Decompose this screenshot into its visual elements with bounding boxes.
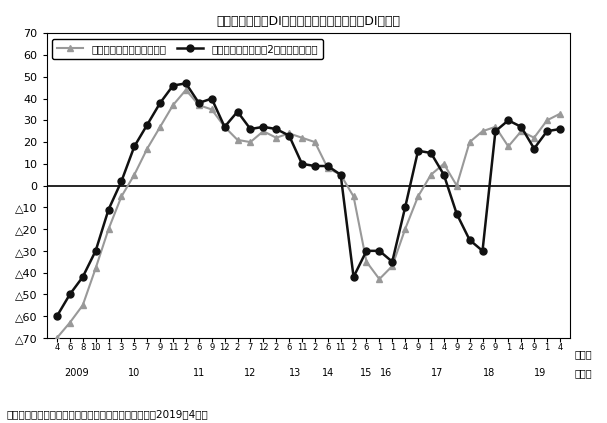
自社の景況（最近の状況） bbox=[208, 107, 215, 112]
自社の景況見通し（2カ月後の状況） bbox=[401, 205, 409, 210]
自社の景況見通し（2カ月後の状況） bbox=[466, 237, 473, 242]
自社の景況（最近の状況） bbox=[311, 140, 319, 145]
自社の景況見通し（2カ月後の状況） bbox=[182, 81, 189, 86]
Text: 15: 15 bbox=[361, 368, 373, 379]
自社の景況見通し（2カ月後の状況） bbox=[531, 146, 538, 151]
自社の景況（最近の状況） bbox=[79, 303, 86, 308]
自社の景況見通し（2カ月後の状況） bbox=[195, 100, 203, 105]
自社の景況見通し（2カ月後の状況） bbox=[66, 292, 73, 297]
自社の景況見通し（2カ月後の状況） bbox=[337, 172, 344, 177]
自社の景況見通し（2カ月後の状況） bbox=[299, 161, 306, 166]
自社の景況見通し（2カ月後の状況） bbox=[479, 248, 486, 253]
自社の景況（最近の状況） bbox=[195, 102, 203, 107]
自社の景況（最近の状況） bbox=[337, 172, 344, 177]
自社の景況（最近の状況） bbox=[221, 124, 228, 129]
自社の景況（最近の状況） bbox=[518, 129, 525, 134]
自社の景況見通し（2カ月後の状況） bbox=[556, 126, 563, 132]
自社の景況見通し（2カ月後の状況） bbox=[376, 248, 383, 253]
自社の景況見通し（2カ月後の状況） bbox=[157, 100, 164, 105]
自社の景況見通し（2カ月後の状況） bbox=[118, 179, 125, 184]
自社の景況（最近の状況） bbox=[260, 129, 267, 134]
Text: 14: 14 bbox=[322, 368, 334, 379]
Text: （月）: （月） bbox=[574, 349, 592, 359]
Legend: 自社の景況（最近の状況）, 自社の景況見通し（2カ月後の状況）: 自社の景況（最近の状況）, 自社の景況見通し（2カ月後の状況） bbox=[52, 38, 323, 59]
自社の景況見通し（2カ月後の状況） bbox=[518, 124, 525, 129]
自社の景況見通し（2カ月後の状況） bbox=[131, 144, 138, 149]
Line: 自社の景況（最近の状況）: 自社の景況（最近の状況） bbox=[53, 86, 563, 341]
自社の景況見通し（2カ月後の状況） bbox=[273, 126, 280, 132]
自社の景況（最近の状況） bbox=[144, 146, 151, 151]
自社の景況（最近の状況） bbox=[299, 135, 306, 140]
自社の景況（最近の状況） bbox=[363, 259, 370, 264]
自社の景況（最近の状況） bbox=[131, 172, 138, 177]
自社の景況（最近の状況） bbox=[234, 137, 241, 143]
自社の景況（最近の状況） bbox=[531, 135, 538, 140]
自社の景況見通し（2カ月後の状況） bbox=[53, 313, 61, 319]
自社の景況見通し（2カ月後の状況） bbox=[324, 163, 331, 168]
自社の景況見通し（2カ月後の状況） bbox=[234, 109, 241, 114]
自社の景況見通し（2カ月後の状況） bbox=[208, 96, 215, 101]
Text: 13: 13 bbox=[290, 368, 302, 379]
Line: 自社の景況見通し（2カ月後の状況）: 自社の景況見通し（2カ月後の状況） bbox=[53, 80, 563, 319]
自社の景況（最近の状況） bbox=[415, 194, 422, 199]
自社の景況（最近の状況） bbox=[273, 135, 280, 140]
自社の景況（最近の状況） bbox=[53, 335, 61, 341]
自社の景況（最近の状況） bbox=[157, 124, 164, 129]
自社の景況（最近の状況） bbox=[247, 140, 254, 145]
自社の景況（最近の状況） bbox=[466, 140, 473, 145]
自社の景況（最近の状況） bbox=[92, 266, 100, 271]
自社の景況（最近の状況） bbox=[376, 277, 383, 282]
自社の景況（最近の状況） bbox=[440, 161, 447, 166]
Text: 10: 10 bbox=[128, 368, 140, 379]
自社の景況見通し（2カ月後の状況） bbox=[504, 118, 512, 123]
Text: 12: 12 bbox=[244, 368, 257, 379]
自社の景況（最近の状況） bbox=[285, 131, 293, 136]
Text: （出所）ジェトロ「在ロシア日系企業景況感調査」（2019年4月）: （出所）ジェトロ「在ロシア日系企業景況感調査」（2019年4月） bbox=[6, 409, 208, 419]
自社の景況見通し（2カ月後の状況） bbox=[79, 275, 86, 280]
自社の景況（最近の状況） bbox=[118, 194, 125, 199]
自社の景況見通し（2カ月後の状況） bbox=[492, 129, 499, 134]
自社の景況（最近の状況） bbox=[479, 129, 486, 134]
自社の景況（最近の状況） bbox=[350, 194, 357, 199]
自社の景況見通し（2カ月後の状況） bbox=[247, 126, 254, 132]
自社の景況見通し（2カ月後の状況） bbox=[105, 207, 112, 212]
自社の景況見通し（2カ月後の状況） bbox=[221, 124, 228, 129]
自社の景況見通し（2カ月後の状況） bbox=[350, 275, 357, 280]
Text: 2009: 2009 bbox=[64, 368, 89, 379]
自社の景況（最近の状況） bbox=[66, 320, 73, 325]
自社の景況見通し（2カ月後の状況） bbox=[388, 259, 396, 264]
Text: （年）: （年） bbox=[574, 368, 592, 379]
Text: 18: 18 bbox=[483, 368, 495, 379]
自社の景況（最近の状況） bbox=[492, 124, 499, 129]
自社の景況見通し（2カ月後の状況） bbox=[311, 163, 319, 168]
Text: 19: 19 bbox=[534, 368, 547, 379]
自社の景況見通し（2カ月後の状況） bbox=[169, 83, 177, 88]
自社の景況見通し（2カ月後の状況） bbox=[453, 212, 460, 217]
自社の景況見通し（2カ月後の状況） bbox=[285, 133, 293, 138]
自社の景況（最近の状況） bbox=[453, 183, 460, 188]
自社の景況見通し（2カ月後の状況） bbox=[92, 248, 100, 253]
自社の景況見通し（2カ月後の状況） bbox=[260, 124, 267, 129]
自社の景況（最近の状況） bbox=[556, 111, 563, 116]
自社の景況（最近の状況） bbox=[324, 166, 331, 171]
自社の景況（最近の状況） bbox=[388, 264, 396, 269]
自社の景況（最近の状況） bbox=[182, 87, 189, 92]
Text: 16: 16 bbox=[379, 368, 392, 379]
Text: 11: 11 bbox=[192, 368, 205, 379]
自社の景況見通し（2カ月後の状況） bbox=[543, 129, 551, 134]
自社の景況（最近の状況） bbox=[543, 118, 551, 123]
自社の景況（最近の状況） bbox=[105, 227, 112, 232]
自社の景況見通し（2カ月後の状況） bbox=[427, 151, 435, 156]
自社の景況見通し（2カ月後の状況） bbox=[363, 248, 370, 253]
自社の景況（最近の状況） bbox=[401, 227, 409, 232]
Text: 17: 17 bbox=[431, 368, 444, 379]
Title: 図　自社の景況DIと２カ月後の景況見通しDIの推移: 図 自社の景況DIと２カ月後の景況見通しDIの推移 bbox=[217, 15, 401, 28]
自社の景況見通し（2カ月後の状況） bbox=[440, 172, 447, 177]
自社の景況（最近の状況） bbox=[427, 172, 435, 177]
自社の景況（最近の状況） bbox=[169, 102, 177, 107]
自社の景況見通し（2カ月後の状況） bbox=[415, 148, 422, 153]
自社の景況見通し（2カ月後の状況） bbox=[144, 122, 151, 127]
自社の景況（最近の状況） bbox=[504, 144, 512, 149]
